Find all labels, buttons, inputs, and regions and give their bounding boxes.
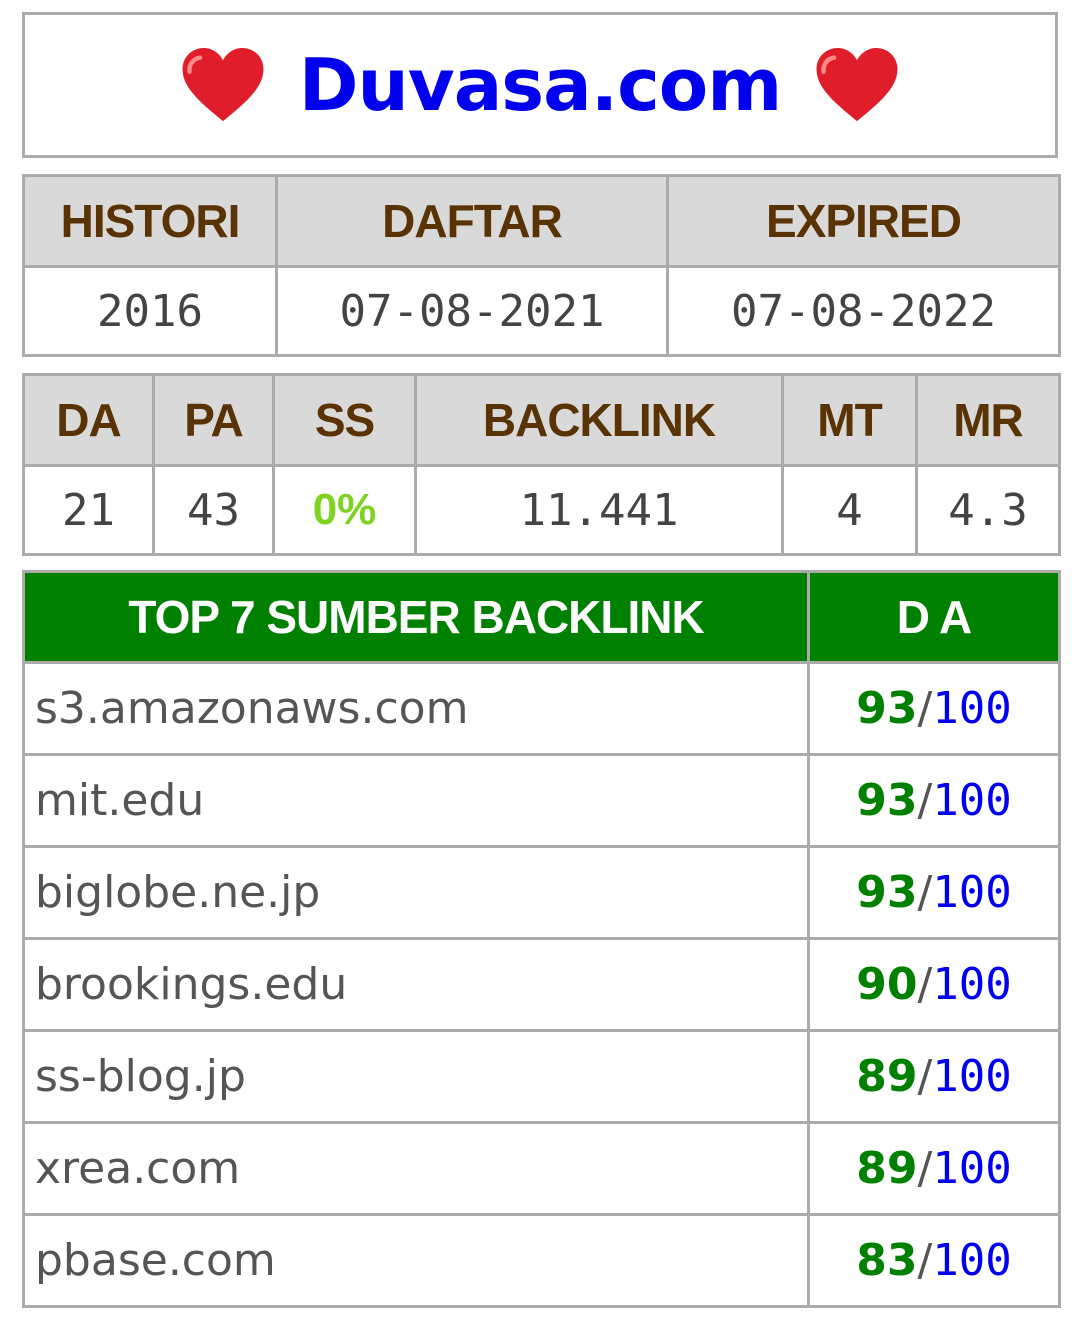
source-header: TOP 7 SUMBER BACKLINK [22,570,810,664]
site-title: Duvasa.com [298,43,783,127]
mt-header: MT [781,373,918,467]
heart-icon [816,48,898,122]
score-max: 100 [932,867,1012,918]
backlinks-header-row: TOP 7 SUMBER BACKLINK D A [22,570,1061,664]
backlink-domain: mit.edu [22,753,810,848]
heart-icon [182,48,264,122]
ss-header: SS [272,373,417,467]
table-row: mit.edu 93/100 [22,753,1061,848]
mt-value: 4 [781,464,918,556]
score-max: 100 [932,775,1012,826]
domain-info-value-row: 2016 07-08-2021 07-08-2022 [22,265,1061,357]
score-value: 89 [856,1051,918,1102]
score-value: 93 [856,683,918,734]
backlink-score: 89/100 [807,1029,1061,1124]
score-separator: / [917,1235,933,1286]
backlink-score: 93/100 [807,845,1061,940]
metrics-header-row: DA PA SS BACKLINK MT MR [22,373,1061,467]
backlink-domain: s3.amazonaws.com [22,661,810,756]
mr-header: MR [915,373,1061,467]
daftar-header: DAFTAR [275,174,669,268]
backlink-domain: biglobe.ne.jp [22,845,810,940]
score-max: 100 [932,959,1012,1010]
backlinks-table: TOP 7 SUMBER BACKLINK D A s3.amazonaws.c… [22,570,1061,1308]
histori-value: 2016 [22,265,278,357]
domain-info-header-row: HISTORI DAFTAR EXPIRED [22,174,1061,268]
score-value: 90 [856,959,918,1010]
score-separator: / [917,683,933,734]
backlink-score: 83/100 [807,1213,1061,1308]
score-separator: / [917,867,933,918]
backlink-header: BACKLINK [414,373,784,467]
table-row: xrea.com 89/100 [22,1121,1061,1216]
page: Duvasa.com HISTORI DAFTAR EXPIRED 2016 0… [22,12,1061,1308]
score-separator: / [917,1051,933,1102]
score-value: 93 [856,775,918,826]
score-separator: / [917,1143,933,1194]
domain-info-table: HISTORI DAFTAR EXPIRED 2016 07-08-2021 0… [22,174,1061,357]
backlink-domain: ss-blog.jp [22,1029,810,1124]
expired-header: EXPIRED [666,174,1061,268]
backlink-score: 93/100 [807,661,1061,756]
table-row: ss-blog.jp 89/100 [22,1029,1061,1124]
backlink-score: 89/100 [807,1121,1061,1216]
da-header: DA [22,373,155,467]
score-value: 89 [856,1143,918,1194]
score-separator: / [917,775,933,826]
histori-header: HISTORI [22,174,278,268]
mr-value: 4.3 [915,464,1061,556]
table-row: brookings.edu 90/100 [22,937,1061,1032]
score-max: 100 [932,683,1012,734]
pa-value: 43 [152,464,275,556]
da-value: 21 [22,464,155,556]
score-value: 83 [856,1235,918,1286]
backlink-domain: xrea.com [22,1121,810,1216]
metrics-value-row: 21 43 0% 11.441 4 4.3 [22,464,1061,556]
title-box: Duvasa.com [22,12,1058,158]
score-max: 100 [932,1051,1012,1102]
table-row: pbase.com 83/100 [22,1213,1061,1308]
table-row: biglobe.ne.jp 93/100 [22,845,1061,940]
score-value: 93 [856,867,918,918]
score-max: 100 [932,1143,1012,1194]
score-separator: / [917,959,933,1010]
backlink-value: 11.441 [414,464,784,556]
score-max: 100 [932,1235,1012,1286]
expired-value: 07-08-2022 [666,265,1061,357]
da-score-header: D A [807,570,1061,664]
backlink-score: 90/100 [807,937,1061,1032]
ss-value: 0% [272,464,417,556]
table-row: s3.amazonaws.com 93/100 [22,661,1061,756]
daftar-value: 07-08-2021 [275,265,669,357]
metrics-table: DA PA SS BACKLINK MT MR 21 43 0% 11.441 … [22,373,1061,556]
backlink-domain: brookings.edu [22,937,810,1032]
backlink-score: 93/100 [807,753,1061,848]
backlink-domain: pbase.com [22,1213,810,1308]
pa-header: PA [152,373,275,467]
